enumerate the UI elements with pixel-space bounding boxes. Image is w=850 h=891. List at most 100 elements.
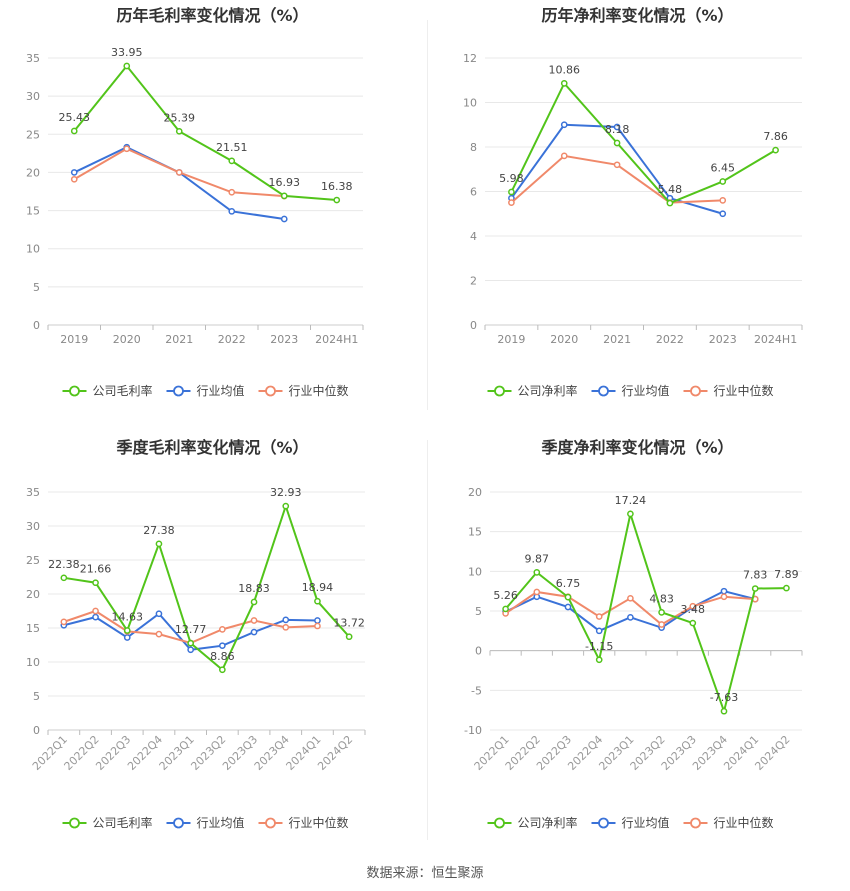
quarterly-net-margin-chart: 季度净利率变化情况（%） -10 -5 0 5 10 15 20 2022Q1 2022Q2 20… <box>425 432 850 857</box>
data-point-company <box>60 574 68 582</box>
data-label: 16.93 <box>269 176 301 189</box>
y-tick-label: 5 <box>475 605 482 618</box>
chart-plot: 051015202530352022Q12022Q22022Q32022Q420… <box>26 486 366 830</box>
chart-title: 季度净利率变化情况（%） <box>541 438 734 457</box>
data-label: 3.48 <box>681 603 706 616</box>
data-point-company <box>720 707 728 715</box>
chart-plot: -10-5051015202022Q12022Q22022Q32022Q4202… <box>464 486 803 830</box>
data-label: 8.86 <box>210 650 235 663</box>
legend-swatch-marker <box>265 385 276 397</box>
legend-swatch-marker <box>265 817 276 829</box>
data-label: 14.63 <box>112 611 144 624</box>
y-tick-label: 8 <box>470 141 477 154</box>
data-point-median <box>508 199 515 206</box>
data-point-median <box>720 593 728 601</box>
data-label: 17.24 <box>615 494 647 507</box>
legend-label: 行业均值 <box>197 815 245 830</box>
legend-label: 行业均值 <box>197 383 245 398</box>
legend-swatch-marker <box>598 385 609 397</box>
chart-plot: 0 5 10 15 20 25 30 35 2019 2020 2021 2022 2023 2024H1… <box>26 46 364 398</box>
panel-divider <box>427 440 428 840</box>
series-line-avg <box>510 123 724 215</box>
data-point-avg <box>155 610 163 618</box>
data-point-company <box>564 593 572 601</box>
series-line-company <box>510 81 777 205</box>
legend-label: 行业均值 <box>622 815 670 830</box>
data-label: 8.18 <box>605 123 630 136</box>
legend-label: 公司毛利率 <box>93 383 153 398</box>
data-point-company <box>508 188 515 196</box>
data-label: 12.77 <box>175 623 207 636</box>
legend-label: 行业中位数 <box>714 815 774 830</box>
data-point-company <box>658 608 665 616</box>
data-point-company <box>751 585 759 592</box>
data-point-avg <box>595 627 603 635</box>
data-point-company <box>666 199 674 207</box>
y-tick-label: 30 <box>26 90 40 103</box>
data-label: 33.95 <box>111 46 143 59</box>
data-label: 16.38 <box>321 180 353 193</box>
data-point-company <box>689 619 697 627</box>
data-point-median <box>613 161 621 169</box>
y-tick-label: 0 <box>33 319 40 332</box>
y-tick-label: 20 <box>468 486 482 499</box>
legend-label: 公司净利率 <box>518 383 578 398</box>
data-point-median <box>627 594 634 602</box>
data-point-company <box>613 139 621 147</box>
x-tick-label: 2023 <box>270 333 298 346</box>
data-label: 5.26 <box>493 589 517 602</box>
x-tick-label: 2024H1 <box>315 333 358 346</box>
data-point-company <box>783 584 790 592</box>
data-point-company <box>175 127 183 135</box>
data-label: 6.75 <box>556 577 581 590</box>
series-line-company <box>504 509 787 715</box>
data-point-median <box>60 618 68 626</box>
y-tick-label: 10 <box>26 243 40 256</box>
chart-title: 历年毛利率变化情况（%） <box>116 6 309 25</box>
y-tick-label: 2 <box>470 275 477 288</box>
data-point-company <box>280 192 288 200</box>
data-point-avg <box>627 613 634 621</box>
legend-swatch-marker <box>598 817 609 829</box>
legend-label: 行业均值 <box>622 383 670 398</box>
data-label: -1.15 <box>585 640 613 653</box>
x-tick-label: 2024H1 <box>754 333 797 346</box>
data-point-avg <box>187 646 194 654</box>
data-point-company <box>560 80 568 87</box>
y-tick-label: 20 <box>26 588 40 601</box>
data-point-median <box>70 175 78 183</box>
data-label: 27.38 <box>143 524 175 537</box>
data-label: 6.45 <box>711 161 736 174</box>
data-point-company <box>70 127 78 135</box>
y-tick-label: 0 <box>470 319 477 332</box>
quarterly-gross-margin-chart: 季度毛利率变化情况（%） 0 5 10 15 20 25 30 35 2022Q1 2022Q2 2… <box>0 432 425 857</box>
x-tick-label: 2022 <box>218 333 246 346</box>
y-tick-label: 5 <box>33 281 40 294</box>
annual-net-margin-chart: 历年净利率变化情况（%） 0 2 4 6 8 10 12 2019 2020 2021 2022 20… <box>425 0 850 425</box>
y-tick-label: 15 <box>26 622 40 635</box>
y-tick-label: 4 <box>470 230 477 243</box>
data-point-company <box>502 605 509 613</box>
data-label: 7.86 <box>763 130 788 143</box>
series-line-company <box>63 502 350 672</box>
data-point-company <box>219 666 226 674</box>
legend-swatch-marker <box>690 817 701 829</box>
chart-title: 历年净利率变化情况（%） <box>541 6 734 25</box>
y-tick-label: 15 <box>468 526 482 539</box>
y-tick-label: 0 <box>33 724 40 737</box>
x-tick-label: 2024Q2 <box>315 733 355 773</box>
data-point-company <box>250 598 258 606</box>
data-label: 4.83 <box>649 592 674 605</box>
data-label: 25.39 <box>164 111 196 124</box>
y-tick-label: 12 <box>463 52 477 65</box>
data-point-median <box>92 607 99 615</box>
data-point-company <box>92 579 99 587</box>
series-line-company <box>73 64 337 202</box>
y-tick-label: -10 <box>464 724 482 737</box>
data-point-median <box>282 623 290 631</box>
data-point-median <box>123 145 131 153</box>
legend-swatch-marker <box>69 385 80 397</box>
y-tick-label: 10 <box>468 565 482 578</box>
x-tick-label: 2020 <box>550 333 578 346</box>
data-point-median <box>533 588 541 596</box>
